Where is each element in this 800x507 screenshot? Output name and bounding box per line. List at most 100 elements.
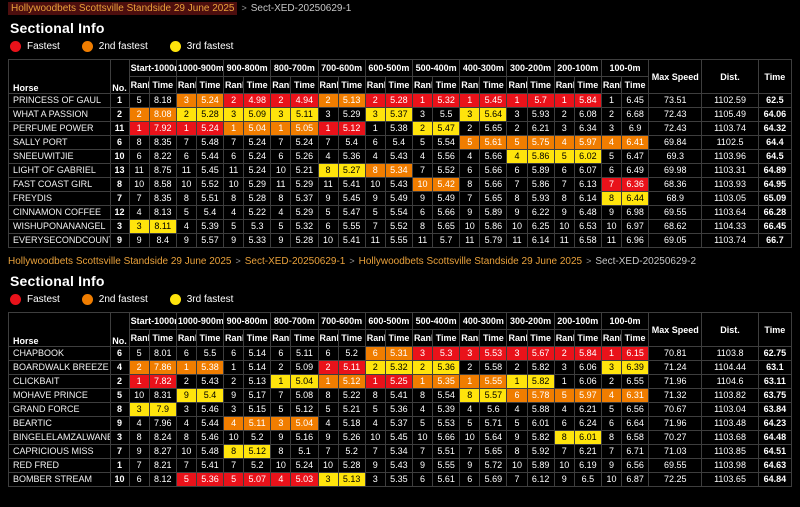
- col-header-time: Time: [573, 76, 602, 94]
- rank-cell: 4: [506, 402, 528, 417]
- time-cell: 5.41: [337, 177, 366, 192]
- col-header-rank: Rank: [223, 76, 245, 94]
- rank-cell: 5: [223, 219, 245, 234]
- time-cell: 5.17: [243, 388, 272, 403]
- time-cell: 5.45: [479, 93, 508, 108]
- rank-cell: 9: [270, 430, 292, 445]
- rank-cell: 2: [411, 121, 434, 136]
- col-header-time: Time: [290, 329, 319, 347]
- time-cell: 8.01: [148, 346, 177, 361]
- rank-cell: 7: [506, 177, 528, 192]
- rank-cell: 9: [600, 458, 623, 473]
- final-time: 64.06: [757, 107, 793, 122]
- rank-cell: 5: [553, 149, 575, 164]
- col-header-segment-0: Start-1000m: [128, 312, 177, 330]
- dist: 1103.48: [701, 416, 759, 431]
- rank-cell: 1: [506, 374, 528, 389]
- time-cell: 5.54: [432, 135, 461, 150]
- time-cell: 8.35: [148, 135, 177, 150]
- horse-no: 9: [109, 416, 130, 431]
- rank-cell: 1: [459, 374, 481, 389]
- time-cell: 6.96: [621, 233, 650, 248]
- time-cell: 5.47: [432, 121, 461, 136]
- table-row: BINGELELAMZALWANE 3 8 8.24 8 5.46 10 5.2 9 5.16 9 5…: [8, 430, 793, 445]
- time-cell: 8.18: [148, 93, 177, 108]
- horse-no: 4: [109, 360, 130, 375]
- time-cell: 5.64: [479, 107, 508, 122]
- rank-cell: 5: [600, 402, 623, 417]
- breadcrumb-link[interactable]: Hollywoodbets Scottsville Standside 29 J…: [8, 2, 238, 15]
- rank-cell: 8: [553, 191, 575, 206]
- rank-cell: 2: [459, 360, 481, 375]
- breadcrumb-separator: >: [241, 3, 247, 13]
- rank-cell: 8: [175, 430, 197, 445]
- col-header-segment-7: 400-300m: [459, 312, 508, 330]
- final-time: 63.84: [757, 402, 793, 417]
- table-row: LIGHT OF GABRIEL 13 11 8.75 11 5.45 11 5.24 10 5.…: [8, 163, 793, 178]
- rank-cell: 10: [411, 177, 434, 192]
- time-cell: 6.14: [573, 191, 602, 206]
- horse-no: 3: [109, 430, 130, 445]
- col-header-rank: Rank: [600, 329, 623, 347]
- rank-cell: 8: [223, 444, 245, 459]
- time-cell: 5.32: [384, 360, 413, 375]
- col-header-max-speed: Max Speed: [648, 312, 703, 347]
- horse-name: FREYDIS: [8, 191, 111, 206]
- rank-cell: 8: [364, 163, 386, 178]
- rank-cell: 7: [270, 388, 292, 403]
- time-cell: 5.27: [337, 163, 366, 178]
- time-cell: 5.48: [195, 444, 225, 459]
- col-header-time: Time: [384, 329, 413, 347]
- horse-no: 2: [109, 107, 130, 122]
- time-cell: 6.48: [573, 205, 602, 220]
- legend: Fastest 2nd fastest 3rd fastest: [10, 292, 792, 306]
- time-cell: 5.37: [384, 107, 413, 122]
- rank-cell: 7: [175, 458, 197, 473]
- rank-cell: 11: [459, 233, 481, 248]
- rank-cell: 3: [128, 402, 150, 417]
- rank-cell: 2: [506, 360, 528, 375]
- rank-cell: 3: [128, 219, 150, 234]
- time-cell: 6.36: [621, 177, 650, 192]
- rank-cell: 2: [175, 374, 197, 389]
- time-cell: 8.12: [148, 472, 177, 487]
- rank-cell: 10: [128, 388, 150, 403]
- time-cell: 8.11: [148, 219, 177, 234]
- final-time: 63.1: [757, 360, 793, 375]
- time-cell: 6.34: [573, 121, 602, 136]
- rank-cell: 10: [175, 177, 197, 192]
- time-cell: 5.66: [479, 177, 508, 192]
- time-cell: 5.15: [243, 402, 272, 417]
- rank-cell: 9: [411, 191, 434, 206]
- breadcrumb-link[interactable]: Sect-XED-20250629-1: [244, 256, 346, 267]
- time-cell: 8.58: [148, 177, 177, 192]
- rank-cell: 11: [317, 177, 339, 192]
- time-cell: 5.14: [243, 346, 272, 361]
- header-row-rank-time: RankTimeRankTimeRankTimeRankTimeRankTime…: [9, 76, 792, 94]
- rank-cell: 10: [459, 430, 481, 445]
- breadcrumb-link[interactable]: Hollywoodbets Scottsville Standside 29 J…: [8, 256, 232, 267]
- time-cell: 5.33: [243, 233, 272, 248]
- rank-cell: 9: [175, 388, 197, 403]
- rank-cell: 4: [600, 135, 623, 150]
- horse-no: 2: [109, 374, 130, 389]
- rank-cell: 8: [459, 177, 481, 192]
- time-cell: 6.06: [573, 374, 602, 389]
- rank-cell: 7: [128, 191, 150, 206]
- rank-cell: 3: [459, 346, 481, 361]
- time-cell: 5.2: [337, 444, 366, 459]
- max-speed: 71.32: [648, 388, 703, 403]
- col-header-dist: Dist.: [701, 312, 759, 347]
- rank-cell: 6: [223, 149, 245, 164]
- time-cell: 5.89: [526, 458, 555, 473]
- time-cell: 5.04: [290, 416, 319, 431]
- breadcrumb-link[interactable]: Hollywoodbets Scottsville Standside 29 J…: [358, 256, 583, 267]
- rank-cell: 8: [600, 191, 623, 206]
- time-cell: 5.36: [384, 402, 413, 417]
- time-cell: 5.7: [526, 93, 555, 108]
- rank-cell: 4: [411, 149, 434, 164]
- time-cell: 5.93: [526, 107, 555, 122]
- rank-cell: 6: [553, 163, 575, 178]
- horse-name: CHAPBOOK: [8, 346, 111, 361]
- legend-label: Fastest: [27, 293, 60, 305]
